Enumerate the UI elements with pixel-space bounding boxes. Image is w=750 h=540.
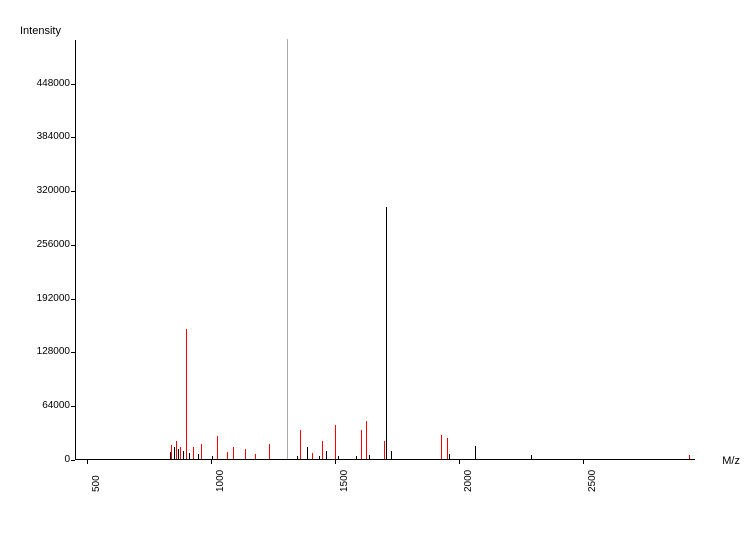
- x-tick-label: 2000: [463, 470, 474, 492]
- spectrum-peak: [186, 329, 187, 459]
- spectrum-peak: [447, 438, 448, 459]
- spectrum-peak: [356, 456, 357, 459]
- x-tick-label: 500: [91, 475, 102, 492]
- spectrum-peak: [297, 456, 298, 459]
- spectrum-peak: [531, 455, 532, 459]
- spectrum-peak: [307, 447, 308, 459]
- spectrum-peak: [269, 444, 270, 459]
- spectrum-peak: [326, 451, 327, 459]
- y-tick-label: 192000: [20, 293, 70, 304]
- spectrum-peak: [287, 39, 288, 459]
- spectrum-peak: [171, 445, 172, 459]
- spectrum-peak: [384, 441, 385, 459]
- spectrum-peak: [335, 425, 336, 459]
- spectrum-peak: [338, 456, 339, 459]
- y-tick-label: 320000: [20, 185, 70, 196]
- spectrum-peak: [449, 454, 450, 459]
- spectrum-peak: [217, 436, 218, 459]
- spectrum-peak: [255, 454, 256, 459]
- spectrum-peak: [391, 451, 392, 459]
- spectrum-peak: [319, 456, 320, 459]
- mass-spectrum-chart: Intensity M/z 0 64000 128000 192000 256000 32…: [0, 0, 750, 540]
- spectrum-peak: [245, 449, 246, 459]
- spectrum-peak: [212, 456, 213, 459]
- spectrum-peak: [183, 451, 184, 459]
- spectrum-peak: [322, 441, 323, 459]
- y-tick-label: 384000: [20, 131, 70, 142]
- spectrum-peak: [198, 454, 199, 459]
- spectrum-peak: [233, 447, 234, 459]
- y-tick-label: 128000: [20, 346, 70, 357]
- spectrum-peak: [189, 453, 190, 459]
- spectrum-peak: [475, 446, 476, 459]
- spectrum-peak: [361, 430, 362, 459]
- y-tick-label: 256000: [20, 239, 70, 250]
- spectrum-peak: [193, 447, 194, 459]
- x-tick-label: 1000: [215, 470, 226, 492]
- spectrum-peak: [312, 453, 313, 459]
- y-tick-label: 0: [20, 454, 70, 465]
- x-tick-label: 1500: [339, 470, 350, 492]
- y-axis-label: Intensity: [20, 25, 61, 37]
- spectrum-peak: [176, 441, 177, 459]
- y-tick-label: 64000: [20, 400, 70, 411]
- spectrum-peak: [178, 449, 179, 459]
- plot-area: [75, 40, 695, 460]
- spectrum-peak: [180, 447, 181, 459]
- spectrum-peak: [201, 444, 202, 459]
- spectrum-peak: [174, 447, 175, 459]
- spectrum-peak: [366, 421, 367, 459]
- x-tick-label: 2500: [587, 470, 598, 492]
- spectrum-peak: [369, 455, 370, 459]
- spectrum-peak: [441, 435, 442, 459]
- y-tick-label: 448000: [20, 78, 70, 89]
- spectrum-peak: [386, 207, 387, 459]
- x-axis-label: M/z: [722, 455, 740, 467]
- spectrum-peak: [689, 455, 690, 459]
- spectrum-peak: [227, 452, 228, 459]
- spectrum-peak: [300, 430, 301, 459]
